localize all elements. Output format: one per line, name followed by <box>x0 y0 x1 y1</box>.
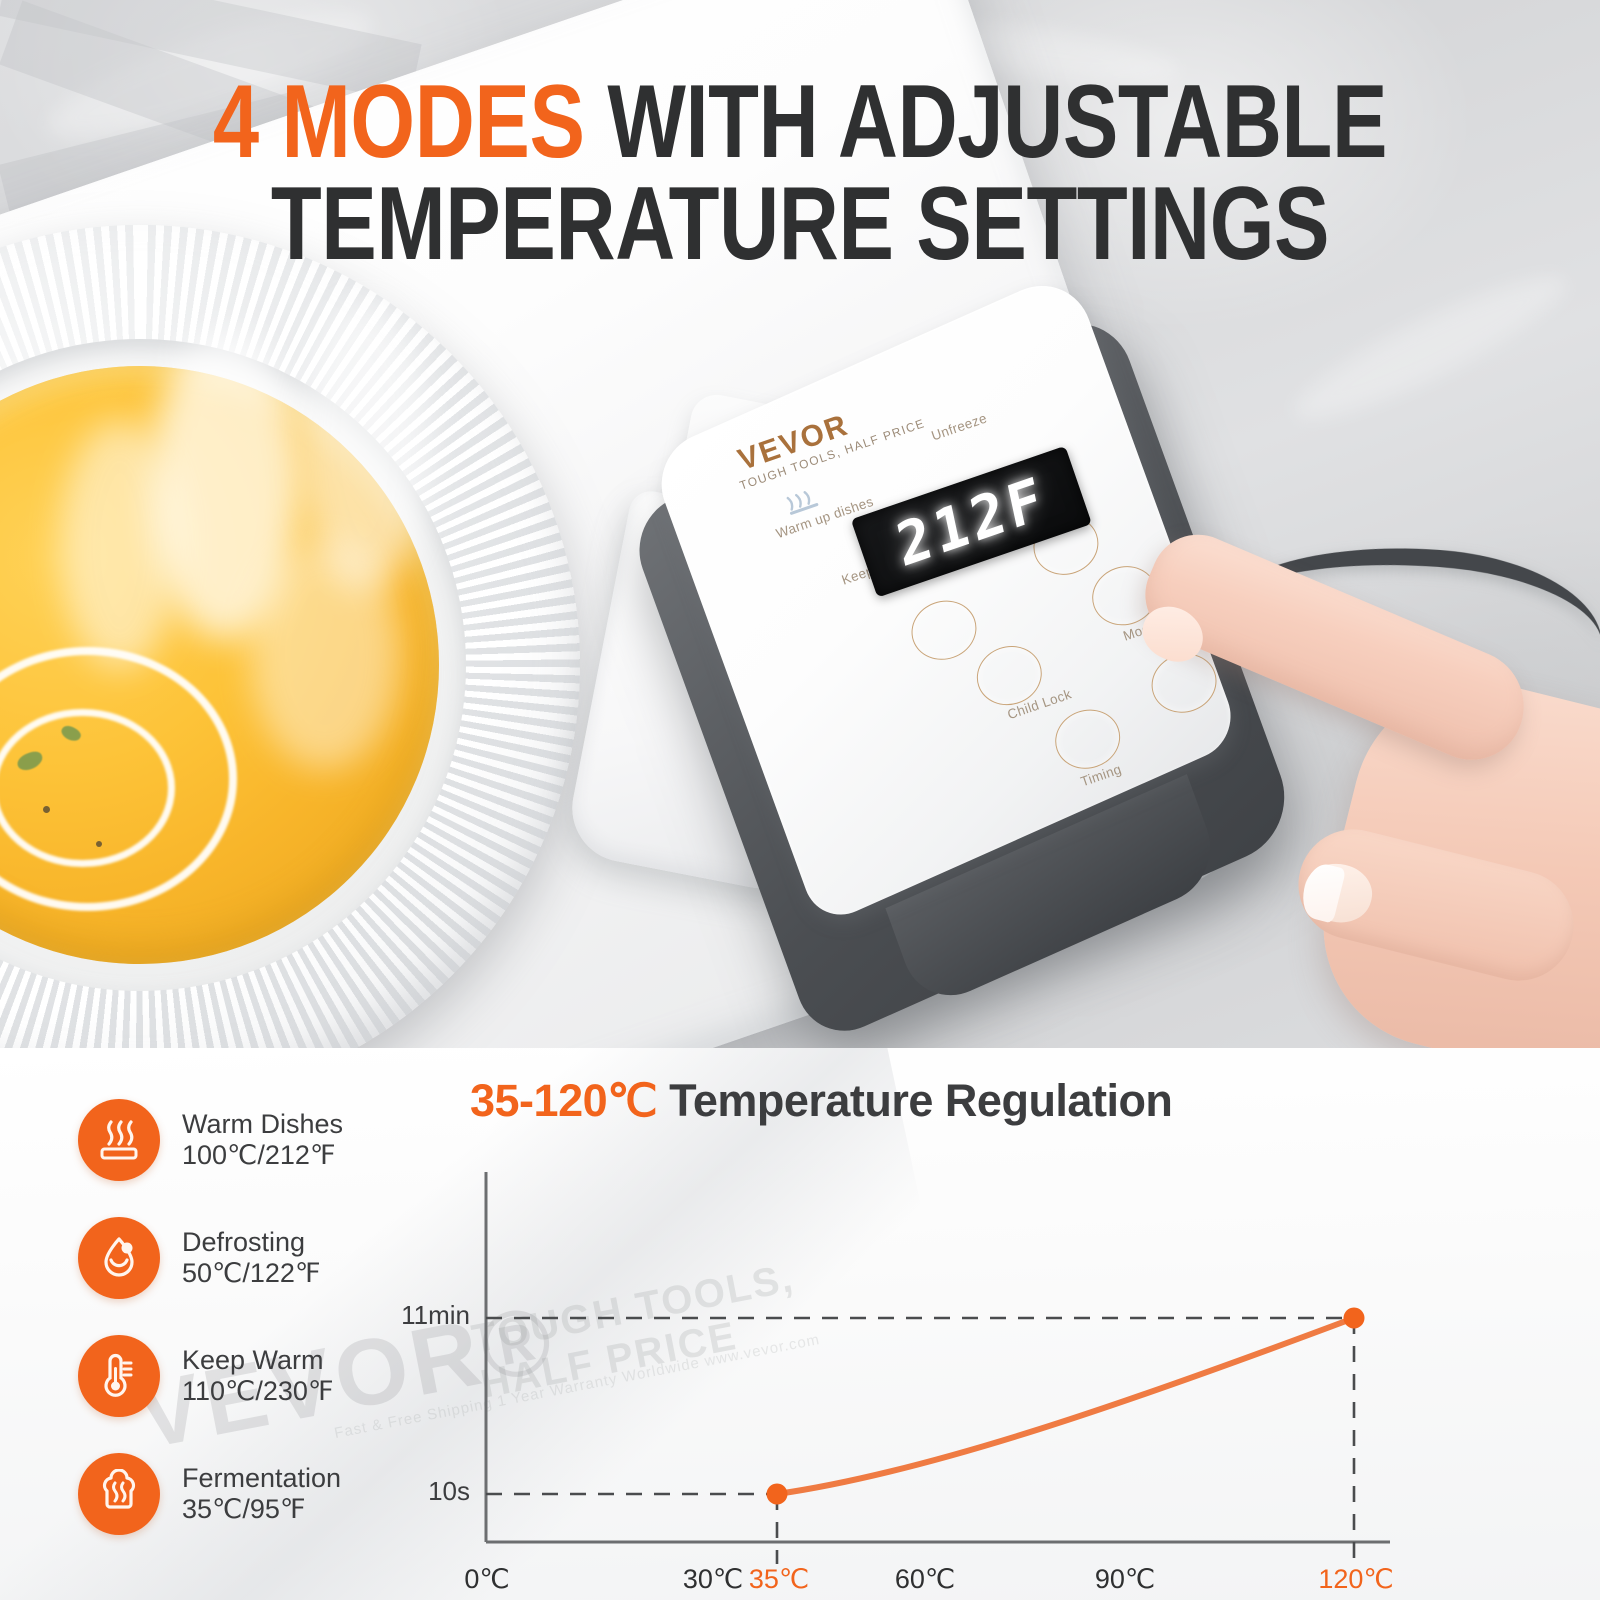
feature-item-warm-dishes: Warm Dishes 100℃/212℉ <box>78 1088 438 1192</box>
chart-title-rest: Temperature Regulation <box>657 1075 1173 1126</box>
feature-temperature: 110℃/230℉ <box>182 1376 334 1406</box>
feature-item-defrosting: Defrosting 50℃/122℉ <box>78 1206 438 1310</box>
feature-list: Warm Dishes 100℃/212℉ Defrosting 50℃/122… <box>78 1088 438 1560</box>
control-panel: VEVOR TOUGH TOOLS, HALF PRICE Warm up di… <box>624 268 1302 1048</box>
steam-wisp <box>60 420 180 670</box>
feature-name: Fermentation <box>182 1462 342 1493</box>
chart-title: 35-120℃ Temperature Regulation <box>470 1074 1560 1127</box>
chart-plot-area: 11min 10s 0℃ 30℃ 35℃ 60℃ 90℃ 120℃ <box>401 1172 1560 1594</box>
chart-x-tick-35c: 35℃ <box>748 1564 810 1594</box>
headline-line2: TEMPERATURE SETTINGS <box>270 165 1330 282</box>
feature-name: Keep Warm <box>182 1344 324 1375</box>
feature-temperature: 35℃/95℉ <box>182 1494 306 1524</box>
warm-dishes-icon <box>78 1099 160 1181</box>
led-display-value: 212F <box>890 462 1052 581</box>
page-title: 4 MODES WITH ADJUSTABLE TEMPERATURE SETT… <box>0 70 1600 282</box>
feature-name: Defrosting <box>182 1226 306 1257</box>
headline-highlight: 4 MODES <box>212 64 585 180</box>
chart-point-35c <box>766 1483 788 1505</box>
chart-x-tick-60c: 60℃ <box>894 1564 956 1594</box>
feature-name: Warm Dishes <box>182 1108 344 1139</box>
feature-temperature: 50℃/122℉ <box>182 1258 321 1288</box>
chart-curve <box>774 1315 1357 1497</box>
chart-y-tick-10s: 10s <box>428 1476 470 1506</box>
chart-y-tick-11min: 11min <box>401 1300 470 1330</box>
steam-wisp <box>250 540 400 770</box>
warm-up-dishes-icon <box>782 484 825 517</box>
temperature-regulation-chart: 35-120℃ Temperature Regulation <box>401 1074 1560 1594</box>
led-display: 212F <box>850 445 1092 598</box>
product-photo-section: VEVOR TOUGH TOOLS, HALF PRICE Warm up di… <box>0 0 1600 1050</box>
button-label-unfreeze[interactable]: Unfreeze <box>929 410 989 444</box>
chart-x-tick-30c: 30℃ <box>682 1564 744 1594</box>
touch-button-keep-warm[interactable] <box>903 591 985 669</box>
feature-item-fermentation: Fermentation 35℃/95℉ <box>78 1442 438 1546</box>
defrosting-icon <box>78 1217 160 1299</box>
hand-pressing-button <box>1128 520 1600 1050</box>
headline-line1-rest: WITH ADJUSTABLE <box>607 64 1388 180</box>
chart-x-tick-120c: 120℃ <box>1318 1564 1394 1594</box>
chart-title-highlight: 35-120℃ <box>470 1075 658 1126</box>
feature-temperature: 100℃/212℉ <box>182 1140 336 1170</box>
chart-x-tick-0c: 0℃ <box>464 1564 510 1594</box>
specs-section: VEVOR® TOUGH TOOLS, HALF PRICE Fast & Fr… <box>0 1048 1600 1600</box>
chart-svg <box>484 1172 1390 1564</box>
steam-wisp <box>300 300 430 590</box>
fermentation-icon <box>78 1453 160 1535</box>
chart-point-120c <box>1343 1307 1365 1329</box>
feature-item-keep-warm: Keep Warm 110℃/230℉ <box>78 1324 438 1428</box>
keep-warm-icon <box>78 1335 160 1417</box>
chart-x-tick-90c: 90℃ <box>1094 1564 1156 1594</box>
